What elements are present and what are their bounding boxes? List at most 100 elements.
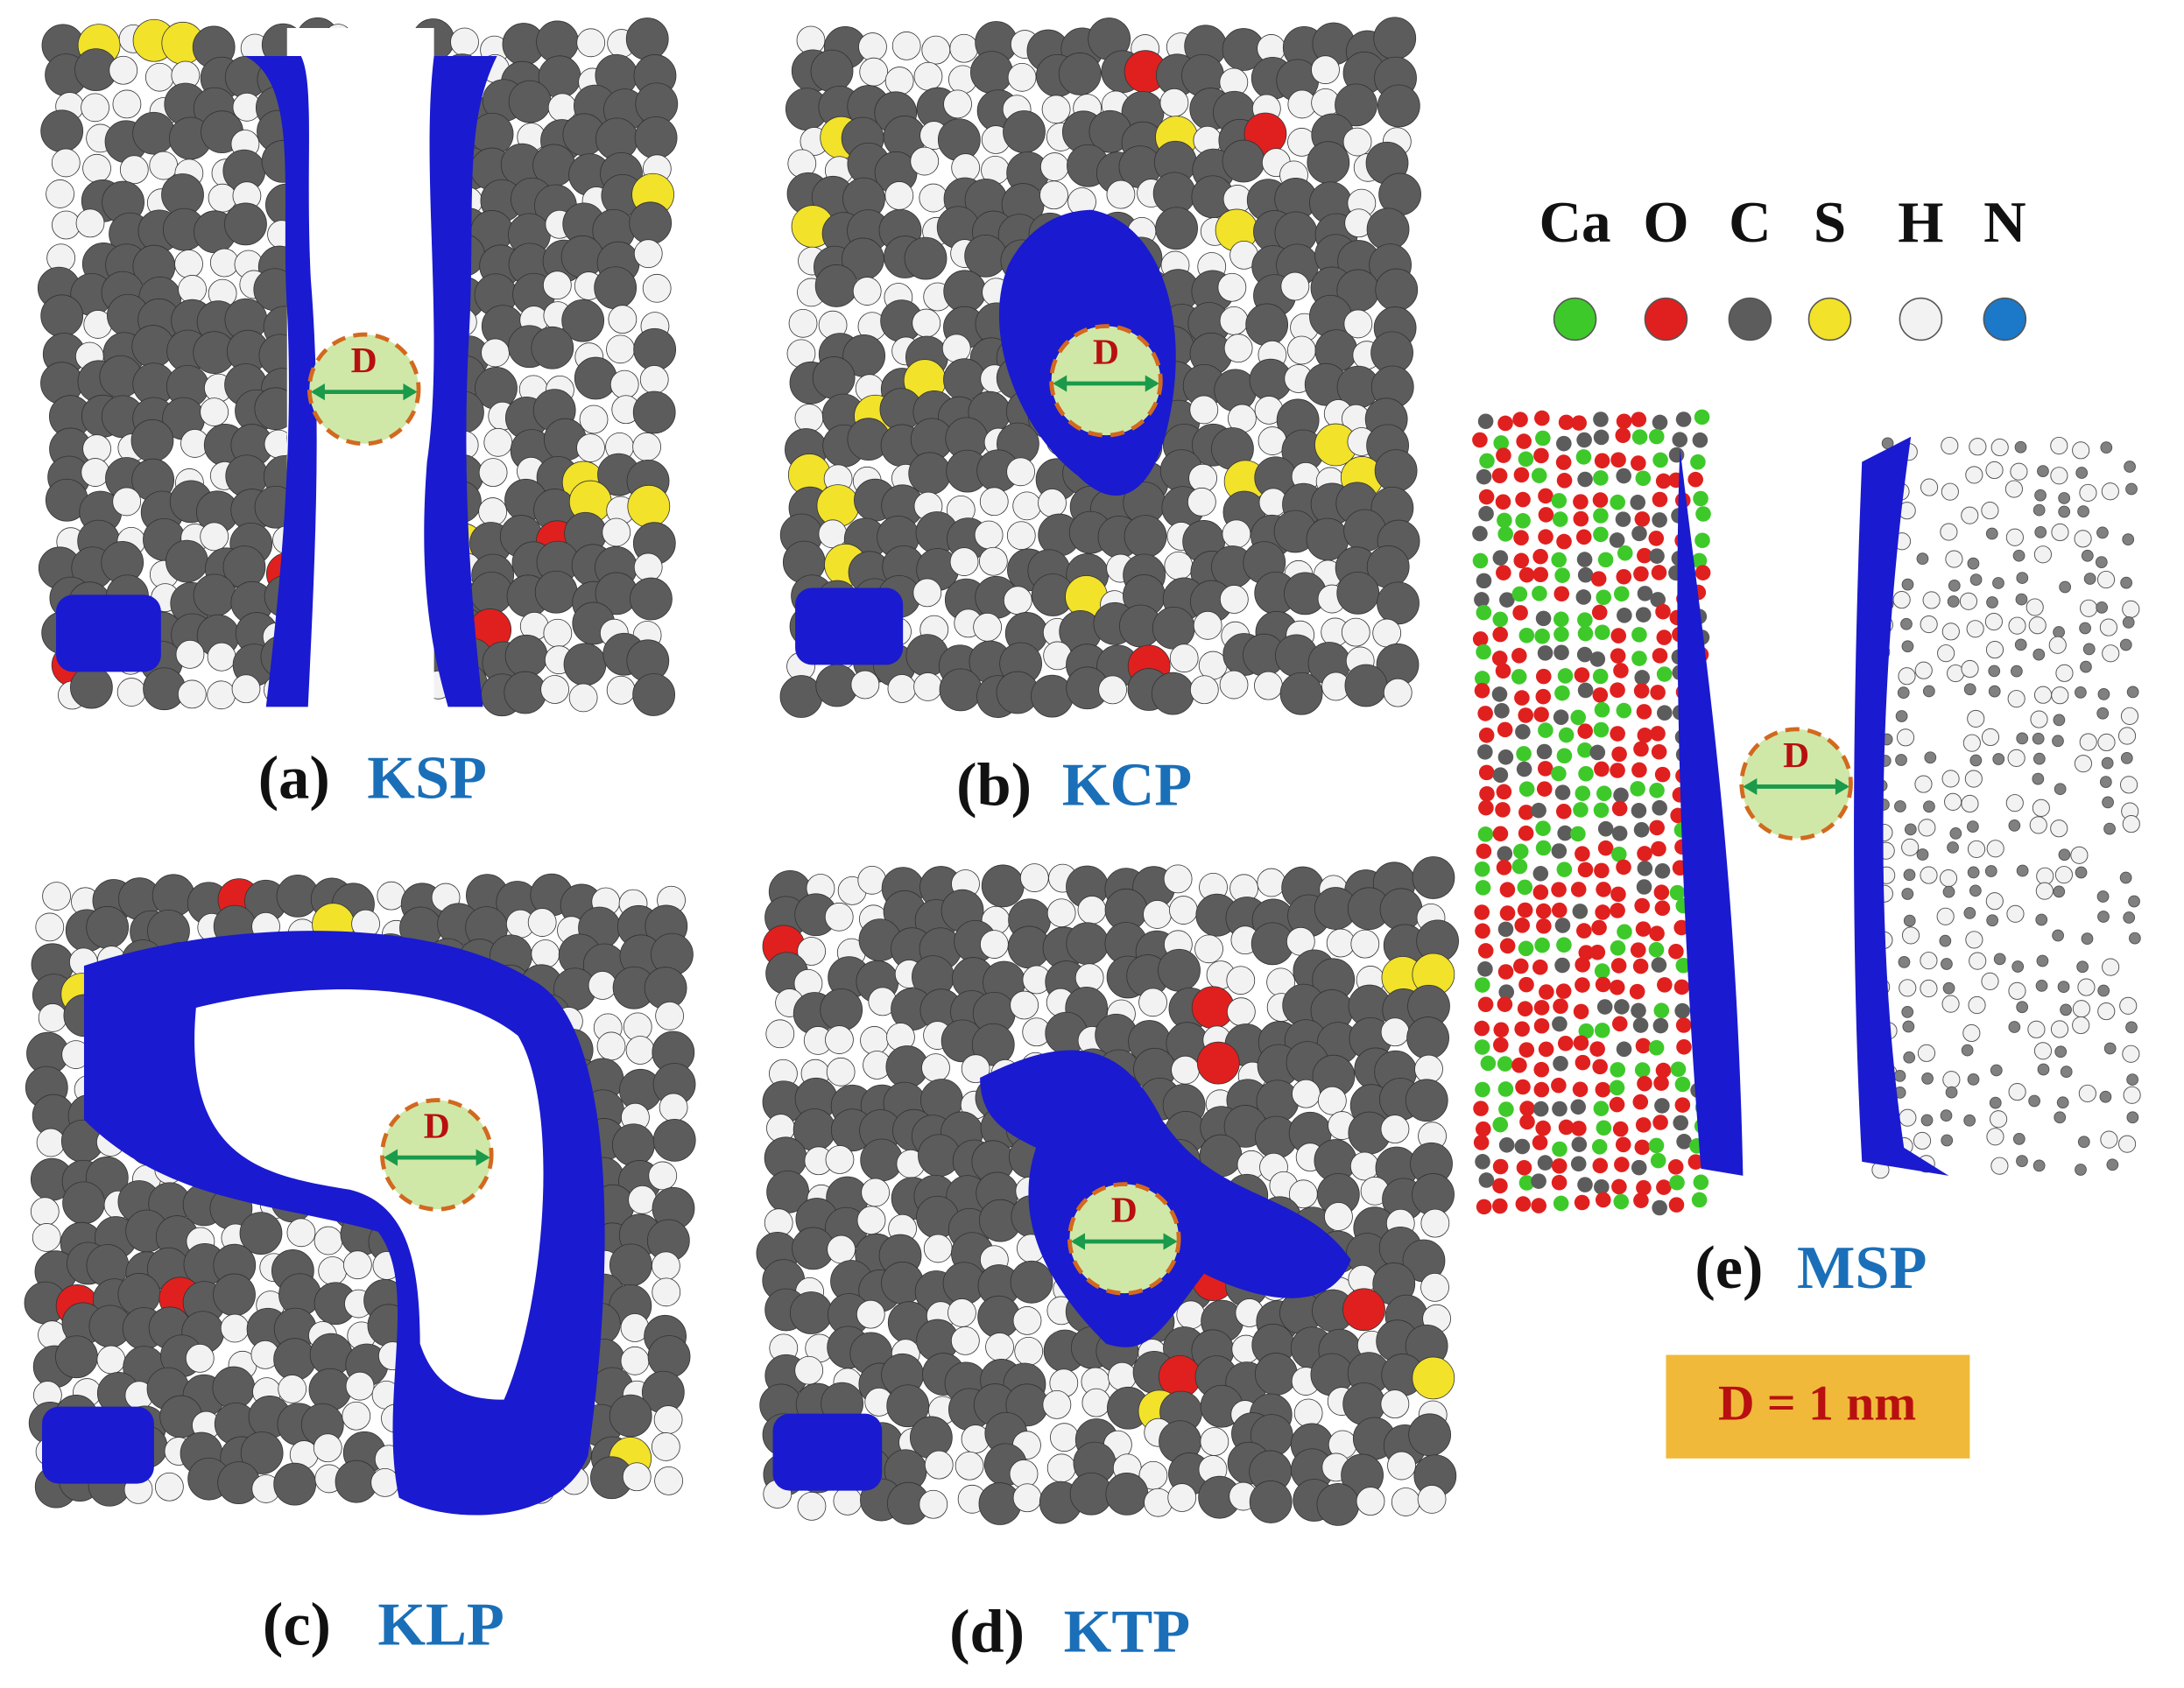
atom <box>939 668 983 712</box>
atom <box>2008 819 2021 832</box>
atom <box>1650 726 1666 742</box>
atom <box>1615 1136 1631 1153</box>
atom <box>1408 1413 1452 1457</box>
atom <box>1492 1158 1509 1175</box>
atom <box>2012 549 2025 562</box>
atom <box>1573 1003 1589 1020</box>
atom <box>1597 840 1614 856</box>
atom <box>1631 803 1647 819</box>
atom <box>913 61 943 91</box>
atom <box>1514 918 1531 933</box>
atom <box>891 32 921 60</box>
atom <box>2126 686 2139 699</box>
atom <box>1551 843 1568 859</box>
atom <box>1499 905 1516 921</box>
atom <box>1169 896 1198 925</box>
atom <box>620 1346 650 1375</box>
atom <box>2100 1130 2118 1149</box>
atom <box>1668 1197 1685 1213</box>
atom <box>1474 1039 1490 1055</box>
atom <box>2099 776 2112 788</box>
atom <box>1694 409 1710 426</box>
atom <box>1693 490 1708 507</box>
atom <box>1690 454 1706 470</box>
atom <box>1226 966 1256 995</box>
atom <box>1573 802 1589 818</box>
atom <box>30 1197 60 1227</box>
atom <box>852 277 882 306</box>
atom <box>588 971 617 1000</box>
atom <box>2119 871 2132 884</box>
atom <box>825 1145 855 1174</box>
atom <box>1474 683 1490 699</box>
atom <box>1497 526 1514 542</box>
atom <box>1675 957 1692 974</box>
atom <box>81 458 110 487</box>
atom <box>1292 1079 1321 1108</box>
atom <box>1674 1076 1691 1093</box>
atom <box>1651 840 1666 857</box>
atom <box>1944 792 1962 811</box>
atom <box>1518 451 1534 468</box>
atom <box>909 1416 953 1459</box>
atom <box>2128 895 2140 908</box>
atom <box>1609 1080 1625 1096</box>
atom <box>1986 1128 2004 1146</box>
atom <box>1492 1037 1509 1053</box>
atom <box>2054 1111 2067 1124</box>
atom <box>273 1462 317 1506</box>
atom <box>1105 1473 1149 1516</box>
atom <box>1539 984 1554 1000</box>
atom <box>151 874 195 918</box>
atom <box>1635 1117 1652 1133</box>
atom <box>178 275 207 304</box>
atom <box>594 266 638 310</box>
atom <box>185 1343 215 1373</box>
atom <box>924 1450 954 1480</box>
atom <box>2050 467 2068 485</box>
atom <box>1577 1177 1593 1192</box>
atom <box>1676 1039 1692 1055</box>
atom <box>2081 549 2094 562</box>
atom <box>1380 1017 1410 1047</box>
atom <box>1924 751 1937 764</box>
atom <box>1613 586 1630 602</box>
atom <box>625 18 669 60</box>
atom <box>130 418 174 462</box>
atom <box>1497 512 1512 529</box>
atom <box>1903 869 1916 882</box>
atom <box>1617 924 1632 940</box>
atom <box>981 864 1025 908</box>
atom <box>2103 1042 2117 1055</box>
atom <box>1575 1054 1591 1071</box>
atom <box>2050 1020 2069 1038</box>
atom <box>1577 682 1594 699</box>
atom <box>1636 879 1652 895</box>
atom <box>1472 552 1489 569</box>
atom <box>1609 1096 1625 1113</box>
atom <box>1187 487 1216 517</box>
atom <box>240 1431 284 1474</box>
atom <box>913 672 942 701</box>
atom <box>1986 596 1998 608</box>
atom <box>1379 888 1423 932</box>
atom <box>1945 1086 1958 1099</box>
atom <box>2051 523 2069 542</box>
atom <box>540 675 569 704</box>
atom <box>1474 904 1490 920</box>
atom <box>1003 110 1046 153</box>
atom <box>149 151 179 180</box>
atom <box>1245 303 1289 347</box>
atom <box>1552 1141 1568 1157</box>
atom <box>1939 934 1952 947</box>
atom <box>1042 1390 1072 1419</box>
atom <box>1009 1459 1039 1488</box>
atom <box>1492 611 1509 628</box>
atom <box>96 1345 126 1375</box>
atom <box>62 1181 105 1225</box>
atom <box>1344 664 1388 707</box>
atom <box>1962 734 1981 752</box>
atom <box>1578 1023 1595 1039</box>
atom <box>1476 1121 1491 1137</box>
atom <box>1533 707 1549 722</box>
